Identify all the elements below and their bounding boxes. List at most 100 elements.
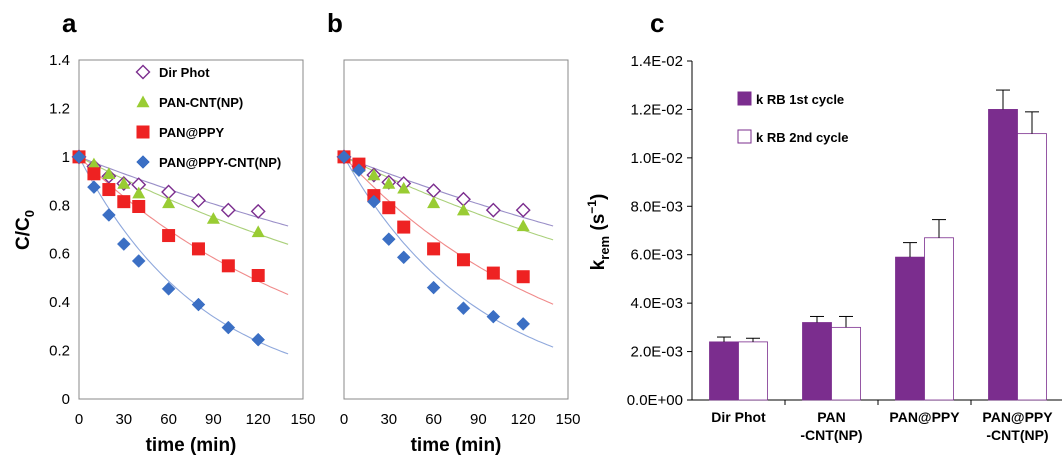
a-point-pan-ppy-cnt-np (221, 320, 236, 335)
x-axis-label-b: time (min) (411, 435, 502, 456)
chart-panel-c: 0.0E+00 2.0E-03 4.0E-03 6.0E-03 8.0E-03 1.0E-… (585, 53, 1062, 443)
b-fit-line-pan-ppy-cnt-np (343, 156, 554, 348)
a-y-tick-label: 0.4 (49, 294, 70, 311)
a-x-tick-label: 120 (246, 411, 271, 428)
b-fit-line-dir-phot (343, 156, 554, 227)
b-x-tick-label: 60 (425, 411, 442, 428)
a-x-tick-label: 0 (75, 411, 83, 428)
c-bar-k-rb-1st-cycle (802, 322, 832, 401)
c-category-label: Dir Phot (711, 409, 766, 425)
a-point-dir-phot (250, 203, 266, 219)
legend-label-dir-phot: Dir Phot (159, 65, 210, 80)
b-point-pan-cnt-np (516, 219, 530, 232)
a-point-pan-ppy (191, 242, 205, 256)
b-point-pan-ppy-cnt-np (426, 280, 441, 295)
c-category-label: PAN@PPY (889, 409, 960, 425)
a-point-pan-cnt-np (87, 157, 101, 170)
legend-marker-dir-phot (135, 64, 151, 80)
legend-label-pan-ppy: PAN@PPY (159, 125, 225, 140)
a-point-dir-phot (220, 202, 236, 218)
a-point-dir-phot (190, 192, 206, 208)
a-point-pan-cnt-np (117, 176, 131, 189)
a-y-tick-label: 0.2 (49, 343, 70, 360)
legend-swatch-k-rb-1st-cycle (737, 91, 752, 106)
b-point-pan-cnt-np (382, 176, 396, 189)
legend-label-k-rb-1st-cycle: k RB 1st cycle (756, 92, 844, 107)
a-point-pan-ppy (132, 199, 146, 213)
c-y-tick-label: 4.0E-03 (630, 295, 683, 312)
a-x-tick-label: 30 (115, 411, 132, 428)
c-bar-k-rb-2nd-cycle (1017, 133, 1047, 401)
b-point-pan-ppy (397, 220, 411, 234)
b-point-pan-cnt-np (427, 196, 441, 209)
a-point-pan-cnt-np (162, 196, 176, 209)
c-category-label: -CNT(NP) (800, 427, 862, 443)
a-point-pan-ppy-cnt-np (102, 208, 116, 222)
a-point-pan-ppy-cnt-np (87, 180, 101, 194)
b-point-pan-ppy-cnt-np (352, 163, 366, 178)
a-point-pan-ppy-cnt-np (116, 237, 131, 251)
a-y-tick-label: 0.8 (49, 197, 70, 214)
b-point-pan-ppy (516, 270, 530, 284)
a-point-pan-ppy-cnt-np (251, 332, 266, 347)
plot-area-b (343, 59, 569, 400)
a-point-pan-ppy (251, 269, 265, 283)
b-point-dir-phot (515, 202, 531, 218)
b-x-tick-label: 90 (470, 411, 487, 428)
a-y-tick-label: 1 (62, 149, 70, 166)
a-y-tick-label: 0.6 (49, 246, 70, 263)
legend-a: Dir Phot PAN-CNT(NP) PAN@PPY PAN@PPY-CNT(NP… (135, 64, 281, 170)
legend-c: k RB 1st cycle k RB 2nd cycle (737, 91, 849, 145)
a-x-tick-label: 60 (160, 411, 177, 428)
c-y-tick-label: 1.0E-02 (630, 150, 683, 167)
a-fit-line-dir-phot (78, 156, 289, 227)
a-point-pan-cnt-np (102, 167, 116, 180)
c-category-label: PAN (817, 409, 846, 425)
a-point-pan-cnt-np (132, 186, 146, 199)
c-y-tick-label: 1.2E-02 (630, 101, 683, 118)
b-x-tick-label: 120 (511, 411, 536, 428)
b-point-pan-ppy-cnt-np (337, 150, 351, 164)
b-point-pan-ppy-cnt-np (367, 194, 381, 209)
a-point-pan-ppy (102, 183, 116, 197)
a-y-tick-label: 0 (62, 391, 70, 408)
b-point-pan-ppy (456, 253, 470, 267)
b-point-pan-cnt-np (456, 203, 470, 216)
b-point-pan-cnt-np (397, 181, 411, 194)
a-x-tick-label: 150 (290, 411, 315, 428)
c-bar-k-rb-2nd-cycle (831, 326, 861, 401)
b-point-pan-ppy-cnt-np (456, 301, 471, 316)
legend-swatch-k-rb-2nd-cycle (737, 129, 752, 144)
b-point-pan-ppy-cnt-np (381, 232, 396, 247)
a-x-tick-label: 90 (205, 411, 222, 428)
b-point-pan-ppy-cnt-np (516, 317, 531, 331)
a-point-pan-ppy-cnt-np (72, 150, 86, 164)
a-point-pan-ppy (221, 259, 235, 273)
a-point-pan-ppy (117, 195, 131, 209)
c-y-tick-label: 8.0E-03 (630, 198, 683, 215)
b-x-tick-label: 150 (555, 411, 580, 428)
b-point-pan-cnt-np (367, 168, 381, 181)
b-point-pan-ppy-cnt-np (486, 309, 501, 324)
b-point-pan-ppy (486, 266, 500, 280)
panel-label-a: a (62, 8, 77, 38)
c-category-label: PAN@PPY (982, 409, 1053, 425)
c-bar-k-rb-2nd-cycle (924, 237, 954, 401)
x-axis-label-a: time (min) (146, 435, 237, 456)
a-point-pan-ppy (162, 229, 176, 243)
y-axis-label-a: C/C0 (13, 210, 37, 250)
c-y-tick-label: 0.0E+00 (627, 392, 683, 409)
b-point-pan-ppy (427, 242, 441, 256)
panel-label-b: b (327, 8, 343, 38)
b-point-pan-ppy (382, 201, 396, 215)
c-y-tick-label: 6.0E-03 (630, 247, 683, 264)
panel-label-c: c (650, 8, 664, 38)
legend-label-pan-cnt-np: PAN-CNT(NP) (159, 95, 243, 110)
c-bar-k-rb-1st-cycle (895, 256, 925, 401)
legend-marker-pan-ppy-cnt-np (136, 155, 150, 169)
legend-label-k-rb-2nd-cycle: k RB 2nd cycle (756, 130, 849, 145)
y-axis-label-c: krem (s−1) (585, 194, 612, 271)
b-x-tick-label: 0 (340, 411, 348, 428)
b-point-pan-ppy-cnt-np (396, 250, 411, 265)
chart-panel-b: 0 30 60 90 120 150 time (min) (336, 59, 581, 456)
